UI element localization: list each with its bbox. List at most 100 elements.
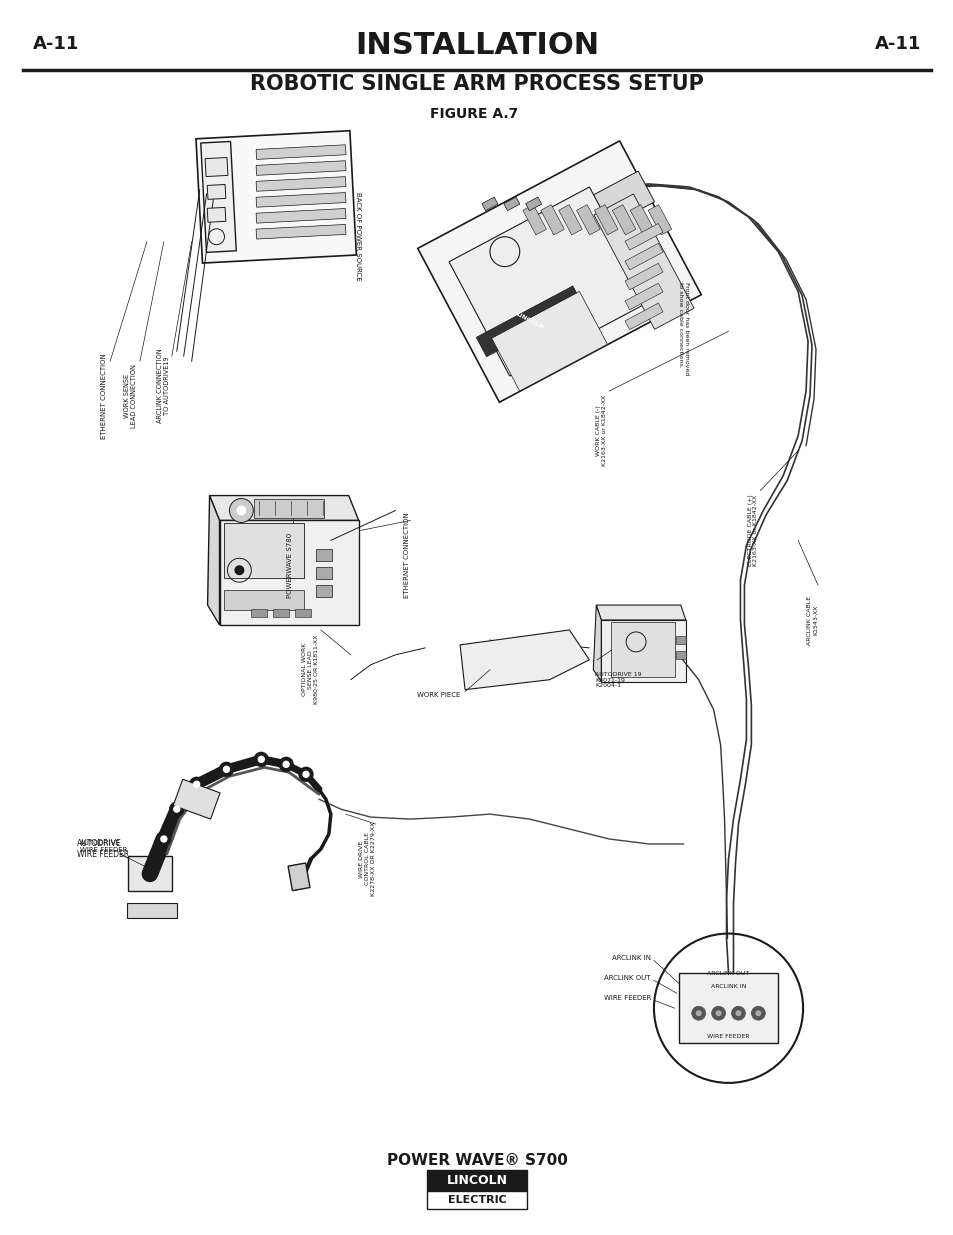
Polygon shape bbox=[594, 194, 694, 330]
Text: AUTODRIVE
WIRE FEEDER: AUTODRIVE WIRE FEEDER bbox=[80, 841, 128, 853]
Polygon shape bbox=[624, 303, 662, 330]
Polygon shape bbox=[173, 779, 220, 819]
Text: AUTODRIVE
WIRE FEEDER: AUTODRIVE WIRE FEEDER bbox=[77, 840, 130, 858]
Polygon shape bbox=[254, 499, 324, 519]
Polygon shape bbox=[647, 205, 671, 235]
Circle shape bbox=[234, 566, 244, 576]
Text: ROBOTIC SINGLE ARM PROCESS SETUP: ROBOTIC SINGLE ARM PROCESS SETUP bbox=[250, 74, 703, 94]
Polygon shape bbox=[624, 224, 662, 249]
Polygon shape bbox=[224, 590, 304, 610]
Circle shape bbox=[170, 803, 184, 816]
Polygon shape bbox=[200, 142, 236, 252]
Text: ETHERNET CONNECTION: ETHERNET CONNECTION bbox=[404, 513, 410, 598]
Circle shape bbox=[731, 1007, 744, 1020]
Polygon shape bbox=[127, 903, 176, 918]
Text: ARCLINK CABLE
K1543-XX: ARCLINK CABLE K1543-XX bbox=[806, 595, 817, 645]
Polygon shape bbox=[675, 636, 685, 643]
Polygon shape bbox=[679, 973, 778, 1044]
Text: A-11: A-11 bbox=[32, 35, 79, 53]
Text: WIRE DRIVE
CONTROL CABLE
K2278-XX OR K2279-XX: WIRE DRIVE CONTROL CABLE K2278-XX OR K22… bbox=[358, 821, 375, 897]
Circle shape bbox=[219, 762, 233, 777]
Polygon shape bbox=[525, 198, 541, 211]
Polygon shape bbox=[255, 193, 346, 207]
Polygon shape bbox=[207, 184, 226, 199]
Polygon shape bbox=[205, 158, 228, 177]
Text: ARCLINK CONNECTION
TO AUTODRIVE19: ARCLINK CONNECTION TO AUTODRIVE19 bbox=[156, 348, 170, 424]
Text: ARCLINK OUT: ARCLINK OUT bbox=[604, 976, 650, 982]
Circle shape bbox=[193, 782, 199, 787]
Polygon shape bbox=[624, 263, 662, 290]
Circle shape bbox=[715, 1010, 720, 1016]
Polygon shape bbox=[540, 205, 564, 235]
Text: WORK PIECE: WORK PIECE bbox=[416, 692, 459, 698]
Polygon shape bbox=[459, 630, 589, 689]
Polygon shape bbox=[207, 207, 226, 222]
Polygon shape bbox=[503, 198, 519, 211]
Circle shape bbox=[236, 505, 246, 515]
Polygon shape bbox=[128, 856, 172, 892]
Text: ARCLINK OUT: ARCLINK OUT bbox=[707, 971, 749, 976]
Text: ARCLINK IN: ARCLINK IN bbox=[611, 956, 650, 962]
Polygon shape bbox=[195, 131, 356, 263]
Polygon shape bbox=[594, 205, 618, 235]
Polygon shape bbox=[522, 205, 546, 235]
Polygon shape bbox=[481, 198, 497, 211]
Circle shape bbox=[173, 806, 179, 813]
Circle shape bbox=[735, 1010, 740, 1016]
Polygon shape bbox=[624, 243, 662, 270]
Text: WIRE FEEDER: WIRE FEEDER bbox=[603, 995, 650, 1002]
Circle shape bbox=[279, 757, 293, 772]
Polygon shape bbox=[576, 205, 599, 235]
Circle shape bbox=[755, 1010, 760, 1016]
Text: ELECTRIC: ELECTRIC bbox=[447, 1195, 506, 1205]
Text: FIGURE A.7: FIGURE A.7 bbox=[430, 107, 518, 121]
Polygon shape bbox=[600, 620, 685, 682]
Text: INSTALLATION: INSTALLATION bbox=[355, 31, 598, 59]
Polygon shape bbox=[255, 209, 346, 224]
Circle shape bbox=[283, 761, 289, 767]
Text: ELECTRODE CABLE (+)
K2163-XX or K1842-XX: ELECTRODE CABLE (+) K2163-XX or K1842-XX bbox=[747, 494, 758, 567]
Circle shape bbox=[254, 752, 268, 767]
Polygon shape bbox=[315, 585, 332, 597]
Circle shape bbox=[695, 1010, 701, 1016]
Polygon shape bbox=[596, 605, 685, 620]
Polygon shape bbox=[219, 520, 358, 625]
Text: ETHERNET CONNECTION: ETHERNET CONNECTION bbox=[101, 353, 107, 438]
Text: OPTIONAL WORK
SENSE LEAD
K980-25 OR K1811-XX: OPTIONAL WORK SENSE LEAD K980-25 OR K181… bbox=[302, 635, 318, 704]
Polygon shape bbox=[251, 609, 267, 618]
Text: LINCOLN: LINCOLN bbox=[515, 312, 544, 331]
Text: Front door has been removed
to show cable connections.: Front door has been removed to show cabl… bbox=[678, 282, 688, 374]
Text: WORK SENSE
LEAD CONNECTION: WORK SENSE LEAD CONNECTION bbox=[124, 364, 137, 429]
Polygon shape bbox=[417, 141, 700, 403]
Text: LINCOLN: LINCOLN bbox=[446, 1174, 507, 1187]
Polygon shape bbox=[558, 205, 581, 235]
Polygon shape bbox=[224, 522, 304, 578]
Polygon shape bbox=[315, 567, 332, 579]
Polygon shape bbox=[610, 622, 675, 677]
Circle shape bbox=[258, 756, 264, 762]
Polygon shape bbox=[675, 651, 685, 658]
Polygon shape bbox=[255, 177, 346, 191]
Circle shape bbox=[303, 772, 309, 777]
Text: WIRE FEEDER: WIRE FEEDER bbox=[706, 1034, 749, 1039]
Polygon shape bbox=[288, 863, 310, 890]
Text: POWERWAVE S780: POWERWAVE S780 bbox=[287, 532, 293, 598]
Polygon shape bbox=[630, 205, 653, 235]
Text: WORK CABLE (-)
K2163-XX or K1842-XX: WORK CABLE (-) K2163-XX or K1842-XX bbox=[596, 395, 607, 467]
Circle shape bbox=[190, 777, 203, 792]
Polygon shape bbox=[491, 291, 607, 391]
Polygon shape bbox=[294, 609, 311, 618]
Circle shape bbox=[691, 1007, 705, 1020]
Bar bbox=[427, 1192, 526, 1209]
Polygon shape bbox=[449, 186, 649, 375]
Circle shape bbox=[156, 832, 171, 846]
Polygon shape bbox=[593, 605, 600, 682]
Circle shape bbox=[751, 1007, 764, 1020]
Circle shape bbox=[223, 767, 230, 772]
Polygon shape bbox=[255, 161, 346, 175]
Text: AUTODRIVE 19
K3071-19
K2004-1: AUTODRIVE 19 K3071-19 K2004-1 bbox=[595, 672, 641, 688]
Text: A-11: A-11 bbox=[874, 35, 921, 53]
Circle shape bbox=[298, 767, 313, 782]
Polygon shape bbox=[273, 609, 289, 618]
Polygon shape bbox=[208, 495, 219, 625]
